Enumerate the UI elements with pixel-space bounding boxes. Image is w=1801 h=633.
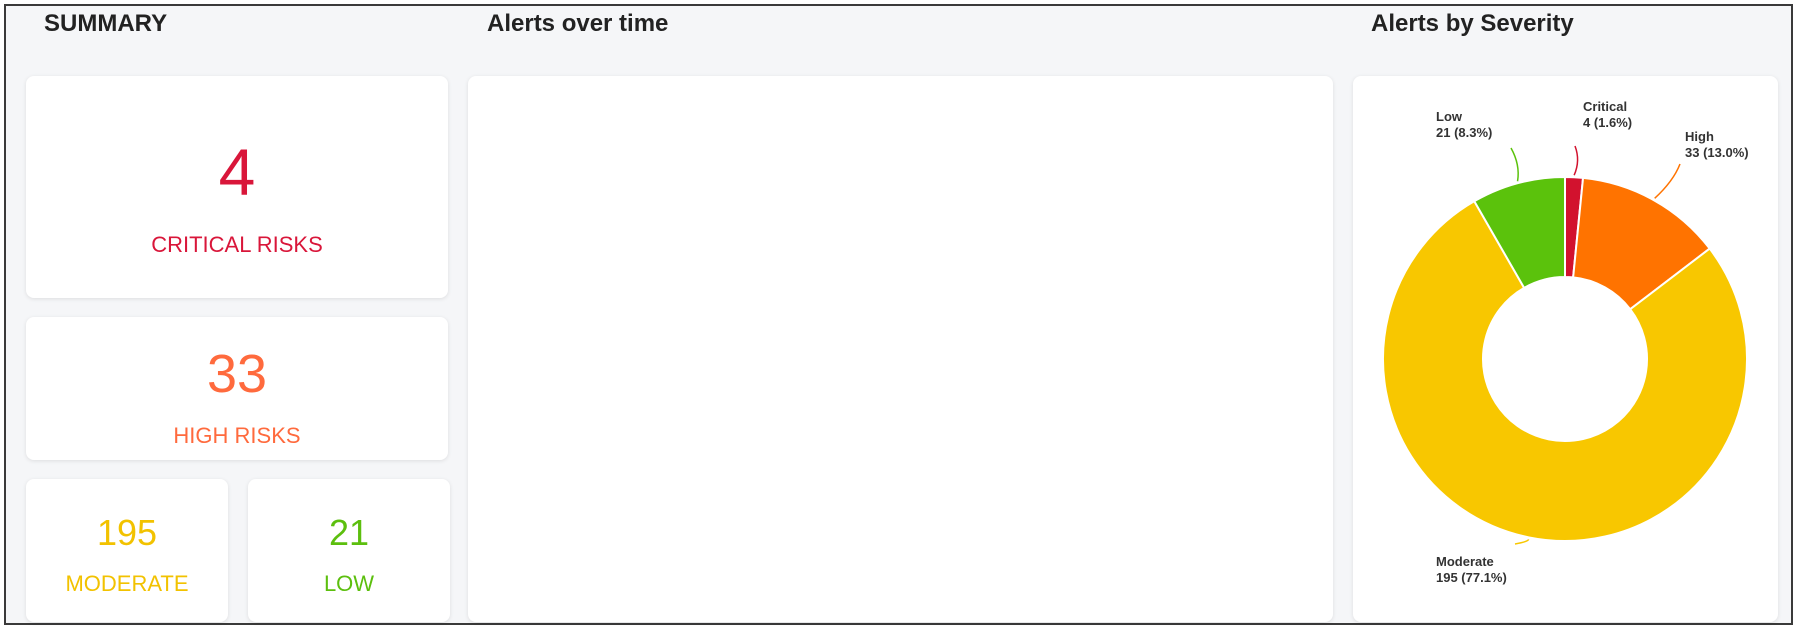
slice-name: Low — [1436, 109, 1463, 124]
alerts-over-time-title: Alerts over time — [487, 10, 669, 37]
slice-low[interactable] — [1472, 175, 1566, 290]
leader-line — [1654, 163, 1681, 199]
slice-value: 21 (8.3%) — [1436, 125, 1492, 140]
alerts-by-severity-card: Critical 4 (1.6%) High 33 (13.0%) Moderate 19… — [1353, 76, 1778, 622]
moderate-label: MODERATE — [65, 571, 189, 596]
critical-risks-card[interactable]: 4 CRITICAL RISKS — [26, 76, 448, 298]
leader-line — [1510, 147, 1519, 182]
critical-risks-count: 4 — [218, 135, 256, 209]
low-count: 21 — [328, 512, 370, 553]
slice-moderate[interactable] — [1382, 199, 1748, 542]
critical-risks-label: CRITICAL RISKS — [151, 232, 323, 257]
alerts-over-time-chart — [468, 76, 1333, 622]
slice-value: 33 (13.0%) — [1685, 145, 1749, 160]
low-card[interactable]: 21 LOW — [248, 479, 450, 622]
high-risks-count: 33 — [206, 344, 268, 404]
high-risks-label: HIGH RISKS — [173, 423, 301, 448]
low-label: LOW — [323, 571, 375, 596]
slice-high[interactable] — [1572, 176, 1712, 311]
slice-name: High — [1685, 129, 1714, 144]
slice-name: Critical — [1583, 99, 1627, 114]
alerts-over-time-card — [468, 76, 1333, 622]
slice-name: Moderate — [1436, 554, 1494, 569]
leader-line — [1573, 145, 1579, 176]
moderate-count: 195 — [96, 512, 158, 553]
leader-line — [1514, 538, 1530, 545]
alerts-by-severity-title: Alerts by Severity — [1371, 10, 1574, 37]
moderate-card[interactable]: 195 MODERATE — [26, 479, 228, 622]
slice-value: 4 (1.6%) — [1583, 115, 1632, 130]
slice-value: 195 (77.1%) — [1436, 570, 1507, 585]
high-risks-card[interactable]: 33 HIGH RISKS — [26, 317, 448, 460]
summary-title: SUMMARY — [44, 10, 168, 37]
